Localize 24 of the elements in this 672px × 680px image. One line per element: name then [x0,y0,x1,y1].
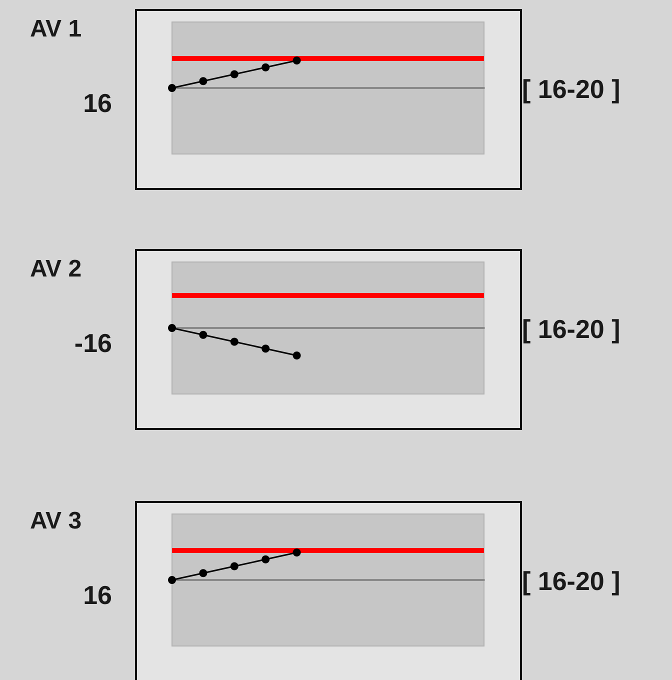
point [292,352,301,360]
point [292,548,301,556]
point [199,569,208,578]
text: [ 16-20 ] [522,74,620,104]
chart-title: AV 3 [30,508,82,534]
point [230,562,238,570]
point [230,338,238,346]
chart-title: AV 2 [30,256,82,282]
point [168,84,176,92]
text: -16 [74,328,112,358]
text: [ 16-20 ] [522,314,620,344]
point [262,344,270,353]
point [199,330,208,339]
text: [ 16-20 ] [522,566,620,596]
text: 16 [83,88,112,118]
chart-title: AV 1 [30,16,82,42]
point [168,576,176,584]
point [292,56,301,64]
point [230,70,238,78]
text: 16 [83,580,112,610]
point [262,555,270,564]
point [262,63,270,72]
point [168,324,176,332]
point [199,77,208,86]
